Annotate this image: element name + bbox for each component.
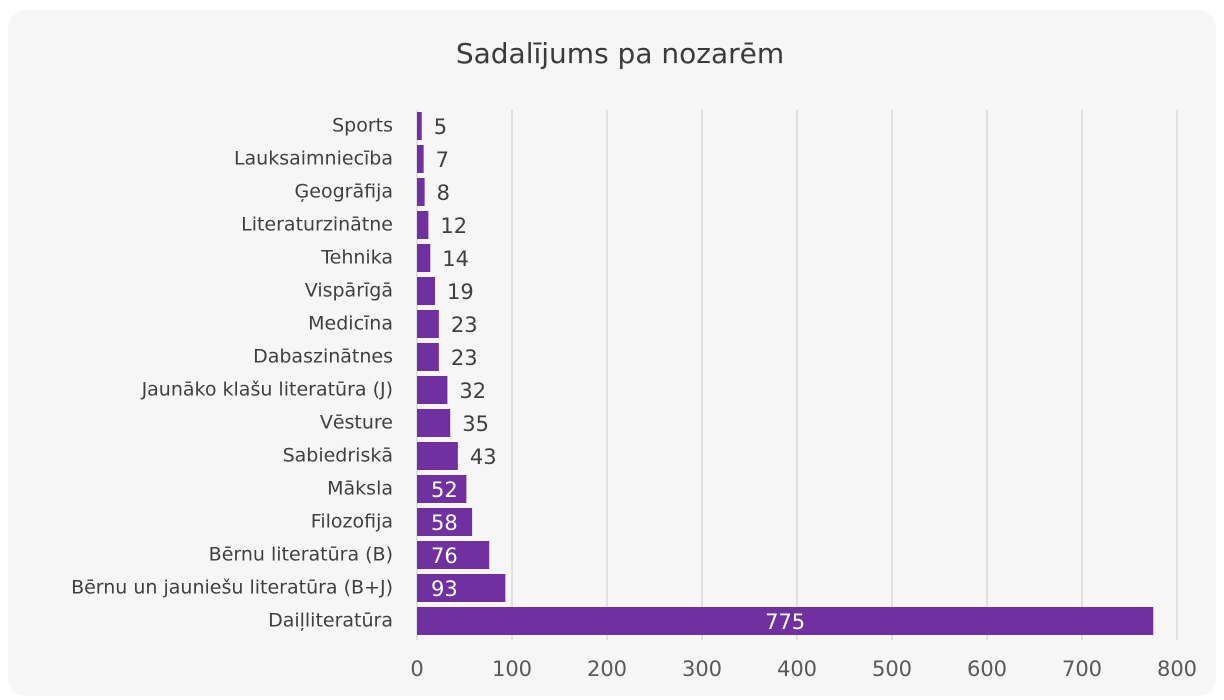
bar bbox=[417, 178, 425, 206]
value-label: 76 bbox=[431, 544, 458, 568]
y-tick-label: Dabaszinātnes bbox=[253, 346, 393, 368]
y-tick-label: Literaturzinātne bbox=[241, 214, 393, 236]
value-label: 19 bbox=[447, 280, 474, 304]
y-tick-label: Vēsture bbox=[320, 412, 393, 434]
value-label: 35 bbox=[462, 412, 489, 436]
bar bbox=[417, 376, 448, 404]
y-tick-label: Māksla bbox=[327, 478, 393, 500]
x-tick-label: 500 bbox=[872, 657, 912, 681]
bar bbox=[417, 574, 506, 602]
bar bbox=[417, 607, 1154, 635]
value-label: 5 bbox=[434, 115, 447, 139]
bar bbox=[417, 409, 451, 437]
y-tick-label: Medicīna bbox=[308, 313, 393, 335]
y-tick-label: Ģeogrāfija bbox=[295, 181, 393, 203]
value-label: 8 bbox=[437, 181, 450, 205]
y-tick-label: Bērnu literatūra (B) bbox=[209, 544, 393, 566]
x-tick-label: 0 bbox=[410, 657, 423, 681]
bar bbox=[417, 343, 439, 371]
x-tick-label: 800 bbox=[1157, 657, 1197, 681]
x-tick-label: 100 bbox=[492, 657, 532, 681]
y-tick-label: Sabiedriskā bbox=[283, 445, 393, 467]
value-label: 43 bbox=[470, 445, 497, 469]
y-tick-label: Daiļliteratūra bbox=[268, 610, 393, 632]
y-tick-label: Filozofija bbox=[311, 511, 393, 533]
y-tick-label: Sports bbox=[332, 115, 393, 137]
bar bbox=[417, 211, 429, 239]
x-tick-label: 700 bbox=[1062, 657, 1102, 681]
bar bbox=[417, 112, 422, 140]
value-label: 52 bbox=[431, 478, 458, 502]
value-label: 58 bbox=[431, 511, 458, 535]
bar bbox=[417, 475, 467, 503]
value-label: 7 bbox=[436, 148, 449, 172]
y-tick-label: Jaunāko klašu literatūra (J) bbox=[141, 379, 393, 401]
bar bbox=[417, 508, 473, 536]
value-label: 32 bbox=[459, 379, 486, 403]
x-tick-label: 200 bbox=[587, 657, 627, 681]
x-tick-label: 300 bbox=[682, 657, 722, 681]
panel bbox=[8, 10, 1216, 696]
value-label: 93 bbox=[431, 577, 458, 601]
bar bbox=[417, 541, 490, 569]
value-label: 12 bbox=[440, 214, 467, 238]
bar bbox=[417, 277, 436, 305]
value-label: 775 bbox=[765, 610, 805, 634]
chart-title: Sadalījums pa nozarēm bbox=[456, 37, 784, 70]
bar bbox=[417, 145, 424, 173]
y-tick-label: Tehnika bbox=[320, 247, 393, 269]
x-tick-label: 600 bbox=[967, 657, 1007, 681]
y-tick-label: Vispārīgā bbox=[305, 280, 393, 302]
bar bbox=[417, 244, 431, 272]
x-tick-label: 400 bbox=[777, 657, 817, 681]
value-label: 23 bbox=[451, 346, 478, 370]
bar bbox=[417, 442, 458, 470]
bar bbox=[417, 310, 439, 338]
y-tick-label: Lauksaimniecība bbox=[234, 148, 393, 170]
value-label: 23 bbox=[451, 313, 478, 337]
y-tick-label: Bērnu un jauniešu literatūra (B+J) bbox=[71, 577, 393, 599]
value-label: 14 bbox=[442, 247, 469, 271]
